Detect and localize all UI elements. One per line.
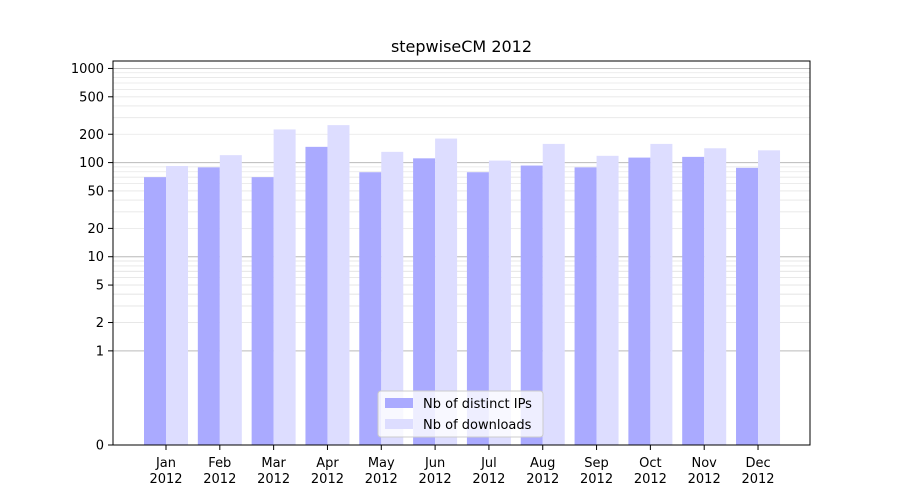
- y-tick-label: 10: [87, 250, 104, 265]
- x-tick-label: Oct 2012: [634, 456, 667, 487]
- y-tick-label: 20: [87, 222, 104, 237]
- legend-swatch-distinct-ips: [385, 398, 413, 408]
- y-tick-label: 5: [96, 279, 104, 294]
- bar-distinct-ips: [628, 157, 651, 446]
- x-tick-label: Sep 2012: [580, 456, 613, 487]
- y-axis: 0 1 2 5 10 20 50 100 200 500 1000: [71, 62, 113, 454]
- bar-downloads: [381, 151, 404, 446]
- bar-downloads: [327, 125, 350, 445]
- y-tick-label: 1000: [71, 62, 104, 77]
- bar-distinct-ips: [305, 146, 328, 445]
- bar-distinct-ips: [413, 158, 436, 445]
- bar-downloads: [166, 165, 188, 445]
- x-tick-label: Nov 2012: [688, 456, 721, 487]
- bar-distinct-ips: [197, 167, 220, 446]
- legend-box: [377, 390, 544, 438]
- bar-distinct-ips: [251, 177, 274, 446]
- y-tick-label: 100: [79, 156, 104, 171]
- x-tick-label: Jun 2012: [419, 456, 452, 487]
- x-tick-label: Mar 2012: [257, 456, 290, 487]
- bar-downloads: [596, 155, 619, 445]
- bar-downloads: [219, 155, 242, 445]
- chart-title: stepwiseCM 2012: [391, 37, 532, 56]
- legend-swatch-downloads: [385, 419, 413, 429]
- y-tick-label: 2: [96, 316, 104, 331]
- y-tick-label: 0: [96, 439, 104, 454]
- y-tick-label: 50: [87, 184, 104, 199]
- x-tick-label: Feb 2012: [203, 456, 236, 487]
- plot-frame: [112, 60, 811, 446]
- x-tick-label: Apr 2012: [311, 456, 344, 487]
- bar-distinct-ips: [574, 167, 597, 446]
- x-tick-label: Dec 2012: [741, 456, 774, 487]
- bar-downloads: [704, 148, 727, 445]
- legend-label-downloads: Nb of downloads: [423, 418, 532, 433]
- x-tick-label: Jan 2012: [149, 456, 182, 487]
- x-tick-label: Jul 2012: [472, 456, 505, 487]
- x-tick-label: Aug 2012: [526, 456, 559, 487]
- y-tick-label: 1: [96, 344, 104, 359]
- bar-distinct-ips: [466, 172, 489, 445]
- bars: [144, 125, 781, 446]
- y-tick-label: 200: [79, 128, 104, 143]
- bar-downloads: [758, 150, 781, 445]
- bar-downloads: [435, 138, 458, 445]
- bar-downloads: [542, 143, 565, 445]
- bar-distinct-ips: [359, 172, 382, 445]
- bar-downloads: [488, 160, 511, 445]
- x-axis: Jan 2012 Feb 2012 Mar 2012 Apr 2012 May 2012 Jun 20…: [149, 445, 775, 487]
- bar-downloads: [650, 143, 673, 445]
- bar-distinct-ips: [682, 156, 705, 445]
- legend: Nb of distinct IPs Nb of downloads: [377, 390, 544, 438]
- bar-distinct-ips: [520, 165, 543, 445]
- bar-distinct-ips: [144, 177, 166, 446]
- y-tick-label: 500: [79, 90, 104, 105]
- legend-label-distinct-ips: Nb of distinct IPs: [423, 397, 532, 412]
- x-tick-label: May 2012: [365, 456, 398, 487]
- bar-distinct-ips: [736, 167, 759, 445]
- bar-downloads: [273, 129, 296, 446]
